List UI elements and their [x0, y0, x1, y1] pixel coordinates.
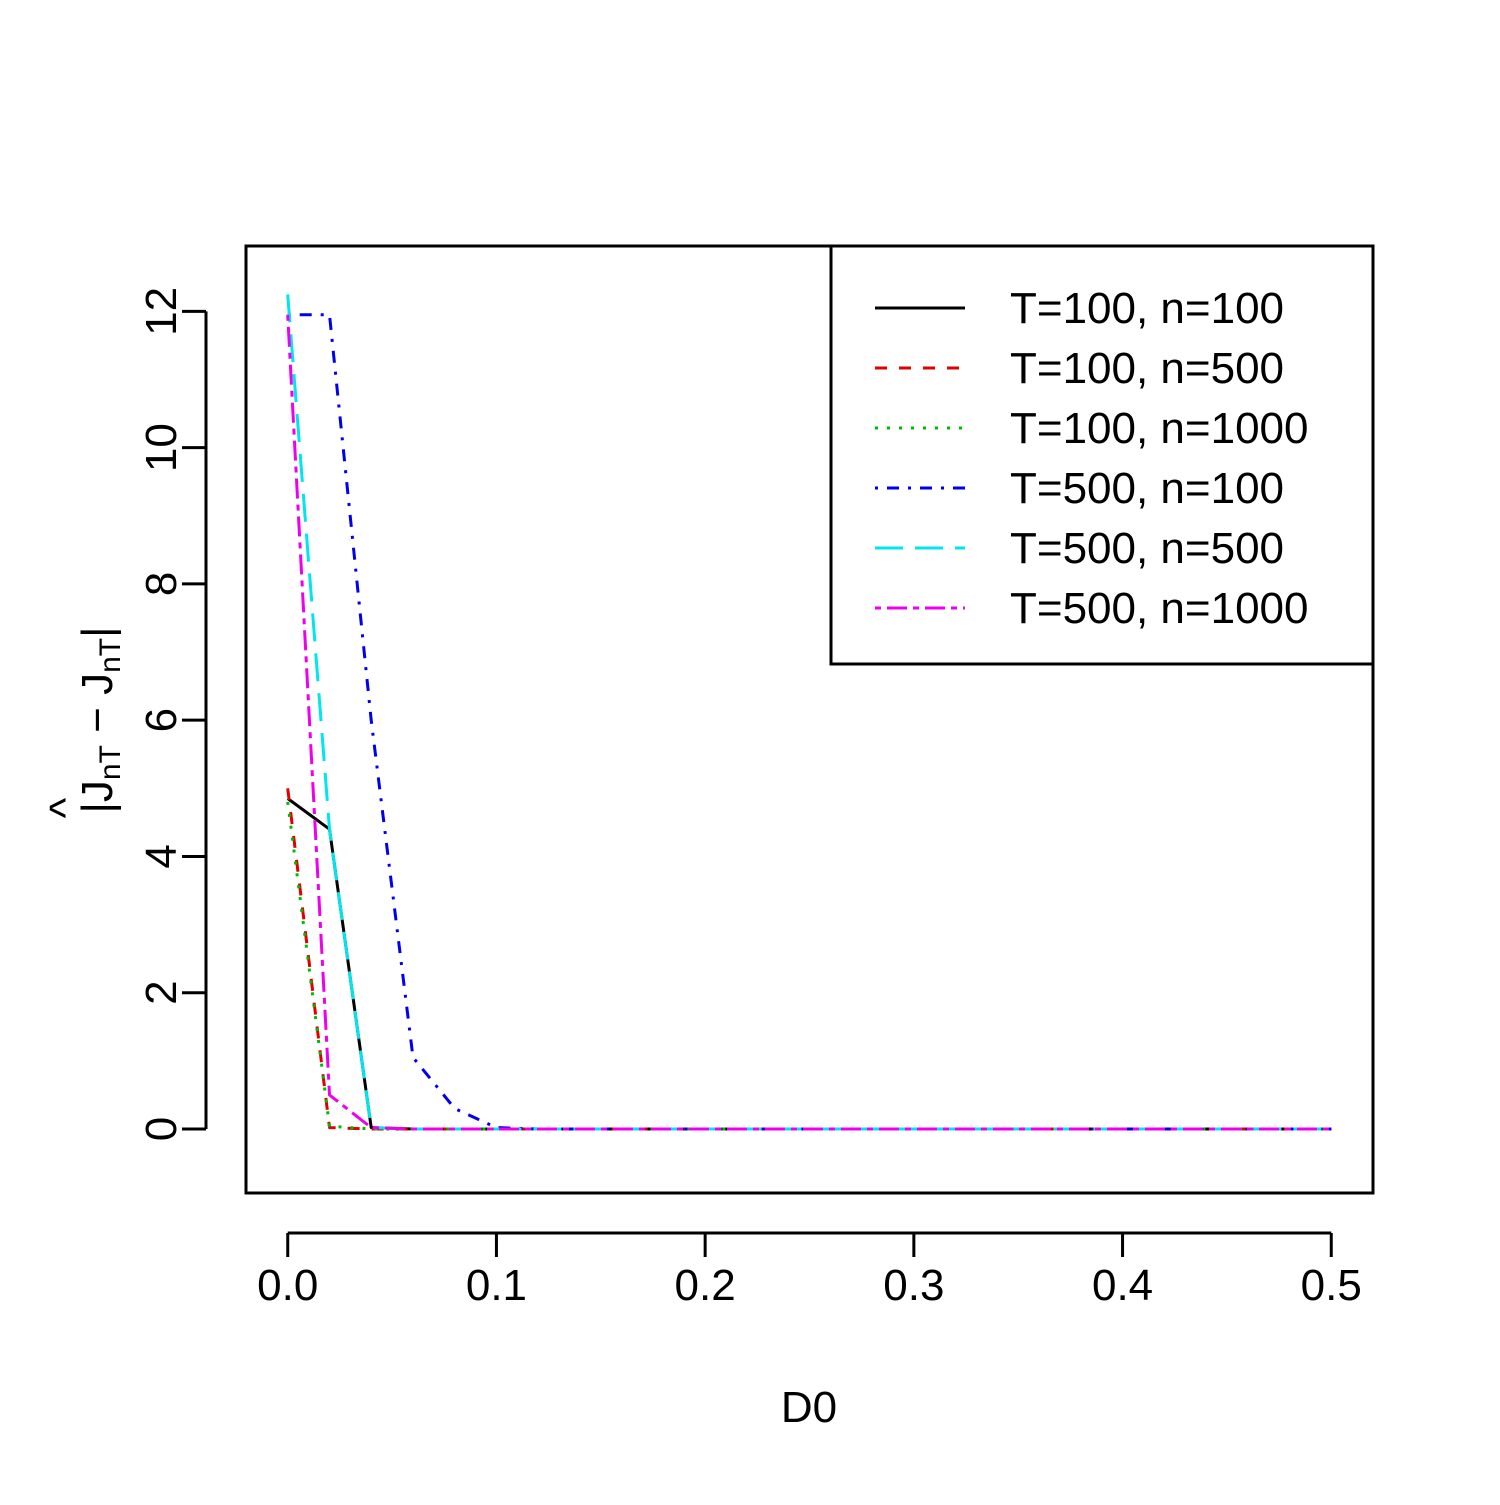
x-tick-label: 0.0	[257, 1261, 318, 1310]
series-layer	[286, 294, 1332, 1131]
y-title-hat: ^	[41, 797, 90, 818]
x-axis-title: D0	[781, 1383, 837, 1432]
legend-label: T=500, n=100	[1010, 464, 1284, 513]
x-axis: 0.0 0.1 0.2 0.3 0.4 0.5	[257, 1231, 1362, 1310]
legend-label: T=100, n=1000	[1010, 404, 1308, 453]
y-tick-label: 12	[137, 287, 186, 336]
legend-label: T=100, n=500	[1010, 344, 1284, 393]
x-tick-label: 0.3	[883, 1261, 944, 1310]
y-title-j-hat: J	[73, 780, 122, 802]
y-axis: 0 2 4 6 8 10 12	[137, 287, 208, 1141]
y-tick-label: 2	[137, 980, 186, 1004]
y-tick-label: 10	[137, 423, 186, 472]
y-title-sub-1: nT	[94, 745, 127, 780]
y-axis-title: |JnT − JnT| ^	[41, 626, 127, 818]
series-line	[286, 314, 1332, 1131]
x-tick-label: 0.5	[1301, 1261, 1362, 1310]
y-tick-label: 0	[137, 1117, 186, 1141]
y-title-open-bar: |	[73, 802, 122, 813]
x-tick-label: 0.1	[466, 1261, 527, 1310]
plot-frame	[244, 244, 1375, 1195]
x-tick-label: 0.2	[675, 1261, 736, 1310]
legend-label: T=500, n=500	[1010, 524, 1284, 573]
legend-box	[829, 244, 1375, 666]
y-title-sub-2: nT	[94, 638, 127, 673]
legend: T=100, n=100 T=100, n=500 T=100, n=1000 T=5…	[829, 244, 1375, 666]
legend-label: T=100, n=100	[1010, 284, 1284, 333]
x-tick-label: 0.4	[1092, 1261, 1153, 1310]
y-tick-label: 6	[137, 708, 186, 732]
y-title-j: J	[73, 673, 122, 695]
y-tick-label: 4	[137, 844, 186, 868]
y-title-minus: −	[73, 695, 122, 745]
y-title-close-bar: |	[73, 626, 122, 637]
legend-label: T=500, n=1000	[1010, 584, 1308, 633]
y-tick-label: 8	[137, 572, 186, 596]
svg-text:|JnT − JnT|: |JnT − JnT|	[73, 626, 127, 813]
